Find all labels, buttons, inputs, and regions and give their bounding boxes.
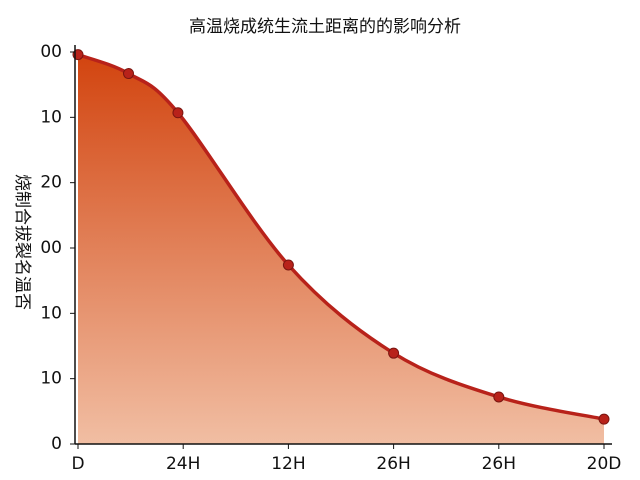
x-tick-label: D	[71, 454, 84, 474]
y-tick-label: 00	[40, 42, 62, 62]
chart-title: 高温烧成统生流土距离的的影响分析	[189, 17, 461, 37]
y-tick-label: 00	[40, 238, 62, 258]
x-tick-label: 12H	[271, 454, 305, 474]
point	[172, 107, 184, 119]
y-tick-label: 10	[40, 303, 62, 323]
x-tick-label: 24H	[166, 454, 200, 474]
y-tick-label: 10	[40, 107, 62, 127]
point	[122, 68, 134, 80]
point	[282, 259, 294, 271]
point	[598, 413, 610, 425]
y-tick-label: 20	[40, 173, 62, 193]
x-tick-label: 26H	[482, 454, 516, 474]
y-tick-label: 0	[51, 434, 62, 454]
x-tick-label: 20D	[587, 454, 622, 474]
y-axis-label: 烧制合拔裂名温否	[12, 174, 32, 310]
y-tick-label: 10	[40, 369, 62, 389]
area	[78, 54, 604, 444]
point	[493, 391, 505, 403]
point	[388, 347, 400, 359]
x-tick-label: 26H	[376, 454, 410, 474]
